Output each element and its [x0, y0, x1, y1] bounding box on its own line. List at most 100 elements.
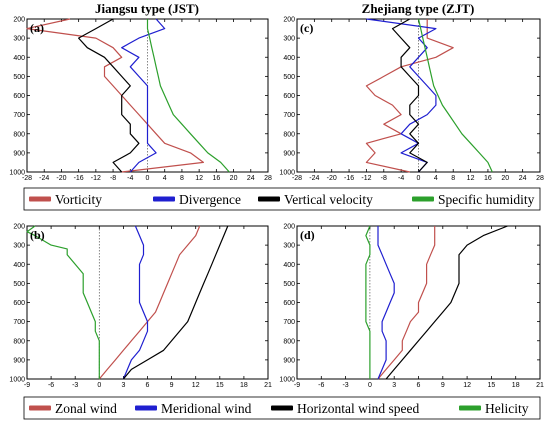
- y-tick-label: 500: [283, 281, 295, 288]
- x-tick-label: -20: [327, 175, 337, 182]
- x-tick-label: 8: [180, 175, 184, 182]
- y-tick-label: 400: [283, 262, 295, 269]
- series-line-horizontal-wind-speed: [122, 225, 229, 380]
- x-tick-label: -20: [56, 175, 66, 182]
- y-tick-label: 600: [13, 93, 25, 100]
- x-tick-label: -6: [318, 382, 324, 389]
- x-tick-label: 9: [441, 382, 445, 389]
- panel-label: (b): [30, 228, 45, 242]
- x-tick-label: 16: [484, 175, 492, 182]
- x-tick-label: 15: [216, 382, 224, 389]
- legend-swatch: [153, 196, 175, 202]
- x-tick-label: 12: [463, 382, 471, 389]
- x-tick-label: 28: [536, 175, 544, 182]
- legend-swatch: [271, 405, 293, 411]
- series-line-meridional-wind: [377, 226, 395, 380]
- x-tick-label: 0: [97, 382, 101, 389]
- x-tick-label: -9: [24, 382, 30, 389]
- x-tick-label: 24: [519, 175, 527, 182]
- y-tick-label: 300: [283, 243, 295, 250]
- legend-swatch: [29, 405, 51, 411]
- x-tick-label: 28: [264, 175, 272, 182]
- y-tick-label: 1000: [9, 170, 25, 177]
- y-tick-label: 1000: [9, 377, 25, 384]
- panel-label: (a): [30, 21, 44, 35]
- x-tick-label: -8: [381, 175, 387, 182]
- x-tick-label: 3: [121, 382, 125, 389]
- x-tick-label: -16: [344, 175, 354, 182]
- legend-label: Helicity: [485, 401, 529, 416]
- series-line-specific-humidity: [417, 18, 493, 173]
- y-tick-label: 300: [283, 36, 295, 43]
- y-tick-label: 300: [13, 36, 25, 43]
- legend-frame: [23, 187, 541, 211]
- legend-label: Vorticity: [55, 192, 102, 207]
- x-tick-label: -28: [22, 175, 32, 182]
- series-line-horizontal-wind-speed: [385, 225, 508, 380]
- x-tick-label: 12: [195, 175, 203, 182]
- x-tick-label: 12: [192, 382, 200, 389]
- y-tick-label: 1000: [279, 170, 295, 177]
- y-tick-label: 900: [283, 150, 295, 157]
- x-tick-label: -24: [39, 175, 49, 182]
- y-tick-label: 800: [13, 338, 25, 345]
- panel-b: -9 -6 -3 0 3 6 9 12 15 18 21 200 300 400 500 600 700 800 9…: [9, 224, 272, 390]
- x-tick-label: 21: [536, 382, 544, 389]
- y-tick-label: 800: [13, 131, 25, 138]
- x-tick-label: 18: [512, 382, 520, 389]
- series-line-divergence: [366, 18, 437, 173]
- y-tick-label: 500: [283, 74, 295, 81]
- legend-label: Vertical velocity: [284, 192, 373, 207]
- panels: -28 -24 -20 -16 -12 -8 -4 0 4 8 12 16 20 24 2820030040…: [9, 17, 544, 390]
- x-tick-label: 0: [368, 382, 372, 389]
- legend-label: Divergence: [179, 192, 241, 207]
- y-tick-label: 400: [13, 262, 25, 269]
- legend-swatch: [412, 196, 434, 202]
- x-tick-label: -28: [292, 175, 302, 182]
- x-tick-label: 3: [392, 382, 396, 389]
- y-tick-label: 600: [13, 300, 25, 307]
- x-tick-label: -12: [361, 175, 371, 182]
- x-tick-label: -12: [91, 175, 101, 182]
- x-tick-label: -3: [72, 382, 78, 389]
- y-tick-label: 800: [283, 338, 295, 345]
- x-tick-label: 9: [170, 382, 174, 389]
- y-tick-label: 200: [13, 17, 25, 24]
- series-line-vertical-velocity: [78, 18, 140, 173]
- legend-swatch: [258, 196, 280, 202]
- y-tick-label: 900: [13, 357, 25, 364]
- series-line-vorticity: [26, 18, 204, 173]
- series-line-zonal-wind: [377, 226, 436, 380]
- series-line-vorticity: [365, 19, 454, 173]
- x-tick-label: 4: [434, 175, 438, 182]
- y-tick-label: 600: [283, 300, 295, 307]
- y-tick-label: 700: [13, 112, 25, 119]
- x-tick-label: 8: [451, 175, 455, 182]
- x-tick-label: 0: [417, 175, 421, 182]
- x-tick-label: -16: [74, 175, 84, 182]
- y-tick-label: 700: [283, 112, 295, 119]
- legends: Vorticity Divergence Vertical velocity Spec…: [23, 187, 541, 420]
- x-tick-label: 20: [230, 175, 238, 182]
- x-tick-label: 16: [212, 175, 220, 182]
- series-line-specific-humidity: [146, 19, 230, 173]
- y-tick-label: 400: [283, 55, 295, 62]
- panel-label: (d): [300, 228, 315, 242]
- x-tick-label: 21: [264, 382, 272, 389]
- x-tick-label: 4: [163, 175, 167, 182]
- y-tick-label: 900: [283, 357, 295, 364]
- series-line-zonal-wind: [98, 225, 201, 380]
- series-line-vertical-velocity: [391, 18, 428, 173]
- series-line-meridional-wind: [122, 225, 149, 380]
- y-tick-label: 700: [13, 319, 25, 326]
- y-tick-label: 700: [283, 319, 295, 326]
- x-tick-label: -4: [398, 175, 404, 182]
- x-tick-label: 6: [417, 382, 421, 389]
- x-tick-label: -9: [294, 382, 300, 389]
- panel-a: -28 -24 -20 -16 -12 -8 -4 0 4 8 12 16 20 24 28 200 300 40…: [9, 17, 272, 183]
- panel-label: (c): [300, 21, 313, 35]
- y-tick-label: 400: [13, 55, 25, 62]
- legend-label: Zonal wind: [55, 401, 117, 416]
- y-tick-label: 200: [283, 224, 295, 231]
